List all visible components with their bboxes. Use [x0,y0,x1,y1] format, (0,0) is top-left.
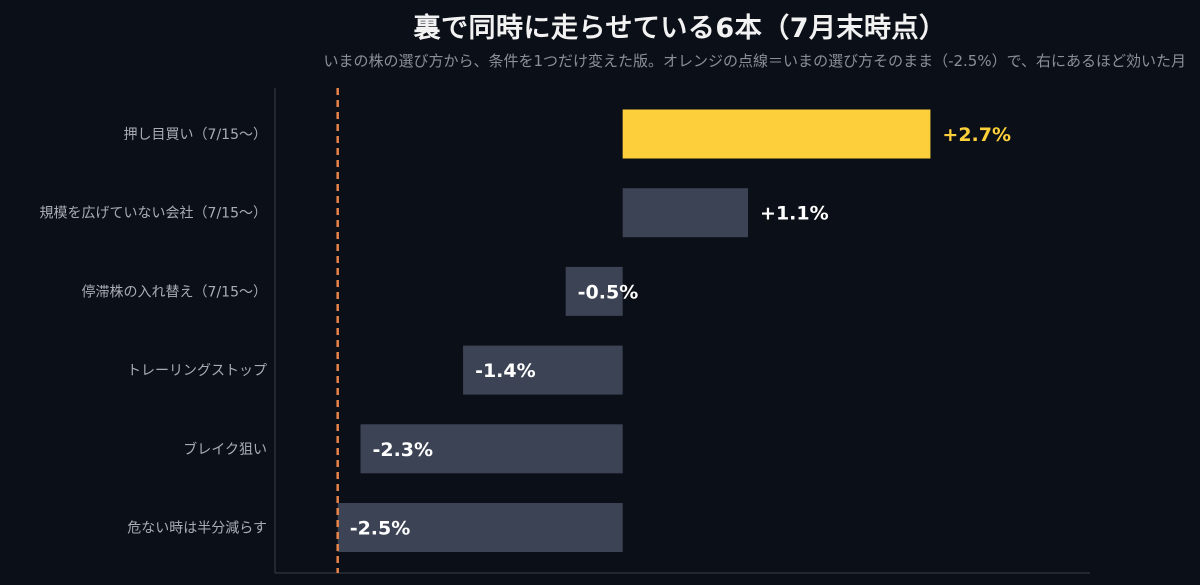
bar-5 [337,503,623,552]
category-label-5: 危ない時は半分減らす [127,520,267,537]
value-label-3: -1.4% [475,360,536,382]
category-label-2: 停滞株の入れ替え（7/15〜） [82,283,267,300]
bar-4 [360,424,623,474]
bar-3 [463,345,623,395]
value-label-0: +2.7% [942,124,1011,146]
category-label-3: トレーリングストップ [127,363,267,379]
bar-2 [565,266,623,316]
value-label-4: -2.3% [372,439,433,461]
value-label-5: -2.5% [350,518,411,540]
chart-title: 裏で同時に走らせている6本（7月末時点） [413,13,947,44]
value-label-1: +1.1% [760,203,829,225]
bar-0 [622,109,931,159]
bar-1 [622,188,749,238]
category-label-1: 規模を広げていない会社（7/15〜） [40,206,267,222]
category-label-0: 押し目買い（7/15〜） [124,127,267,143]
chart-subtitle: いまの株の選び方から、条件を1つだけ変えた版。オレンジの点線＝いまの選び方そのま… [323,52,1186,70]
value-label-2: -0.5% [578,281,639,303]
category-label-4: ブレイク狙い [183,441,267,458]
